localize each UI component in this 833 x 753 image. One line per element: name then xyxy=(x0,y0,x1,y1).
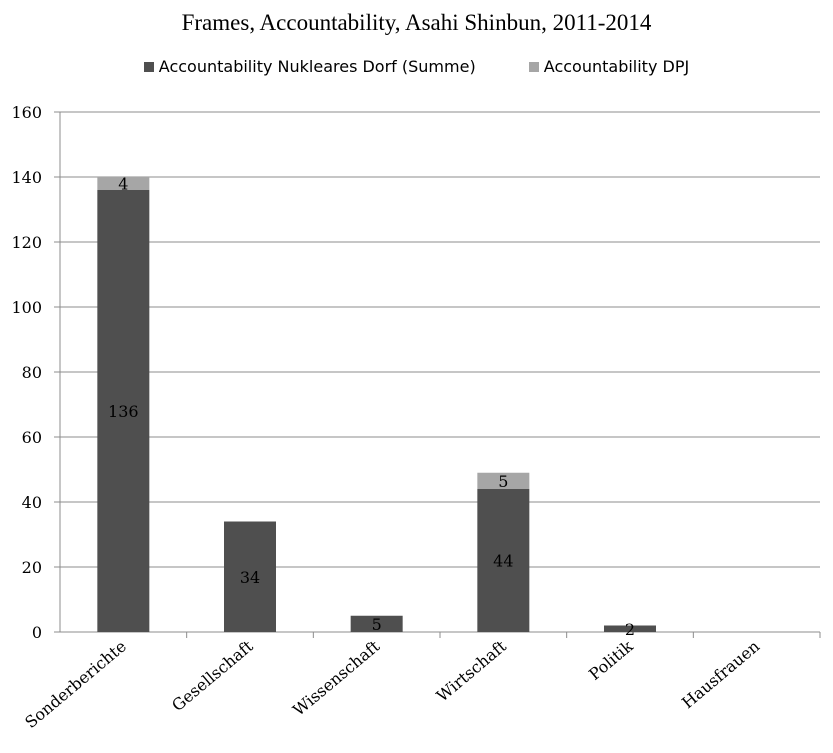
x-tick-label: Sonderberichte xyxy=(21,637,130,732)
legend: Accountability Nukleares Dorf (Summe) Ac… xyxy=(0,57,833,76)
y-tick-label: 20 xyxy=(22,558,42,577)
legend-label: Accountability DPJ xyxy=(543,57,690,76)
bar-nukleares-dorf xyxy=(97,190,150,632)
x-tick-label: Politik xyxy=(585,636,637,684)
data-label: 2 xyxy=(625,620,635,639)
chart-title: Frames, Accountability, Asahi Shinbun, 2… xyxy=(181,10,652,35)
x-tick-label: Hausfrauen xyxy=(678,637,763,713)
data-label: 44 xyxy=(493,552,513,571)
bar-nukleares-dorf xyxy=(224,521,276,632)
data-label: 4 xyxy=(118,175,128,194)
x-tick-label: Wirtschaft xyxy=(433,636,511,705)
y-tick-label: 0 xyxy=(32,623,42,642)
y-tick-label: 80 xyxy=(22,363,42,382)
data-label: 5 xyxy=(498,472,508,491)
bar-nukleares-dorf xyxy=(350,615,403,632)
legend-label: Accountability Nukleares Dorf (Summe) xyxy=(158,57,476,76)
legend-item-dpj: Accountability DPJ xyxy=(528,57,690,76)
x-tick-label: Gesellschaft xyxy=(168,636,257,715)
data-label: 34 xyxy=(240,568,260,587)
y-tick-label: 40 xyxy=(22,493,42,512)
legend-swatch xyxy=(528,62,539,72)
bar-nukleares-dorf xyxy=(604,625,656,632)
x-tick-label: Wissenschaft xyxy=(289,636,383,720)
y-tick-label: 60 xyxy=(22,428,42,447)
bar-dpj xyxy=(477,472,530,489)
data-label: 136 xyxy=(108,402,139,421)
data-label: 5 xyxy=(372,615,382,634)
bar-dpj xyxy=(97,177,150,190)
bar-nukleares-dorf xyxy=(477,489,530,632)
y-tick-label: 120 xyxy=(11,233,42,252)
y-tick-label: 160 xyxy=(11,103,42,122)
y-tick-label: 140 xyxy=(11,168,42,187)
y-tick-label: 100 xyxy=(11,298,42,317)
legend-swatch xyxy=(143,62,154,72)
legend-item-nukleares-dorf: Accountability Nukleares Dorf (Summe) xyxy=(143,57,476,76)
